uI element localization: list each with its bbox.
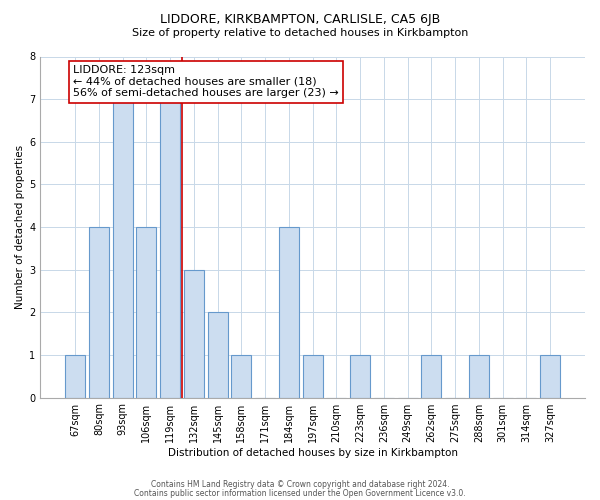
Text: Contains public sector information licensed under the Open Government Licence v3: Contains public sector information licen… — [134, 488, 466, 498]
Bar — [350, 355, 370, 398]
Bar — [160, 99, 180, 398]
Bar — [231, 355, 251, 398]
Text: Contains HM Land Registry data © Crown copyright and database right 2024.: Contains HM Land Registry data © Crown c… — [151, 480, 449, 489]
Bar — [279, 227, 299, 398]
Bar — [540, 355, 560, 398]
Bar — [184, 270, 204, 398]
Bar — [208, 312, 228, 398]
Y-axis label: Number of detached properties: Number of detached properties — [15, 145, 25, 309]
Bar — [113, 99, 133, 398]
X-axis label: Distribution of detached houses by size in Kirkbampton: Distribution of detached houses by size … — [167, 448, 458, 458]
Bar — [65, 355, 85, 398]
Bar — [302, 355, 323, 398]
Bar — [136, 227, 157, 398]
Bar — [421, 355, 442, 398]
Text: LIDDORE, KIRKBAMPTON, CARLISLE, CA5 6JB: LIDDORE, KIRKBAMPTON, CARLISLE, CA5 6JB — [160, 12, 440, 26]
Bar — [469, 355, 489, 398]
Text: LIDDORE: 123sqm
← 44% of detached houses are smaller (18)
56% of semi-detached h: LIDDORE: 123sqm ← 44% of detached houses… — [73, 65, 339, 98]
Bar — [89, 227, 109, 398]
Text: Size of property relative to detached houses in Kirkbampton: Size of property relative to detached ho… — [132, 28, 468, 38]
